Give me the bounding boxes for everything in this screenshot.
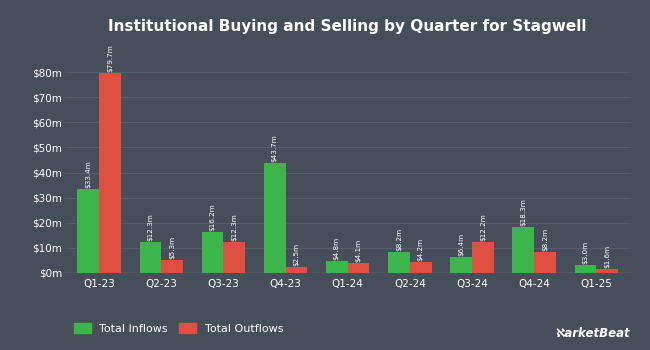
Bar bbox=[264, 163, 285, 273]
Bar bbox=[326, 261, 348, 273]
Text: $43.7m: $43.7m bbox=[272, 134, 278, 162]
Text: $1.6m: $1.6m bbox=[604, 245, 610, 268]
Text: $8.2m: $8.2m bbox=[396, 228, 402, 251]
Text: $18.3m: $18.3m bbox=[520, 198, 526, 226]
Bar bbox=[140, 242, 161, 273]
Bar bbox=[534, 252, 556, 273]
Text: $4.2m: $4.2m bbox=[418, 238, 424, 261]
Legend: Total Inflows, Total Outflows: Total Inflows, Total Outflows bbox=[71, 320, 287, 338]
Text: $3.0m: $3.0m bbox=[582, 241, 588, 265]
Text: $4.8m: $4.8m bbox=[334, 237, 340, 260]
Text: $33.4m: $33.4m bbox=[85, 160, 91, 188]
Text: ℵarketBeat: ℵarketBeat bbox=[556, 327, 630, 340]
Bar bbox=[285, 267, 307, 273]
Text: ♪ℹarketBeat: ♪ℹarketBeat bbox=[460, 338, 468, 339]
Bar bbox=[388, 252, 410, 273]
Text: $8.2m: $8.2m bbox=[542, 228, 548, 251]
Text: $12.3m: $12.3m bbox=[231, 214, 237, 241]
Bar bbox=[99, 73, 121, 273]
Bar bbox=[77, 189, 99, 273]
Bar bbox=[472, 242, 494, 273]
Bar bbox=[224, 242, 245, 273]
Bar bbox=[202, 232, 224, 273]
Text: $4.1m: $4.1m bbox=[356, 239, 361, 262]
Text: $6.4m: $6.4m bbox=[458, 233, 464, 256]
Bar bbox=[512, 227, 534, 273]
Bar bbox=[161, 260, 183, 273]
Bar bbox=[450, 257, 472, 273]
Text: $79.7m: $79.7m bbox=[107, 44, 113, 72]
Text: $12.3m: $12.3m bbox=[148, 214, 153, 241]
Bar bbox=[348, 263, 369, 273]
Bar bbox=[410, 262, 432, 273]
Bar bbox=[575, 265, 596, 273]
Text: $12.2m: $12.2m bbox=[480, 214, 486, 242]
Text: $5.3m: $5.3m bbox=[169, 236, 176, 259]
Bar bbox=[596, 269, 618, 273]
Text: $2.5m: $2.5m bbox=[294, 243, 300, 266]
Text: $16.2m: $16.2m bbox=[209, 204, 216, 231]
Title: Institutional Buying and Selling by Quarter for Stagwell: Institutional Buying and Selling by Quar… bbox=[109, 19, 587, 34]
